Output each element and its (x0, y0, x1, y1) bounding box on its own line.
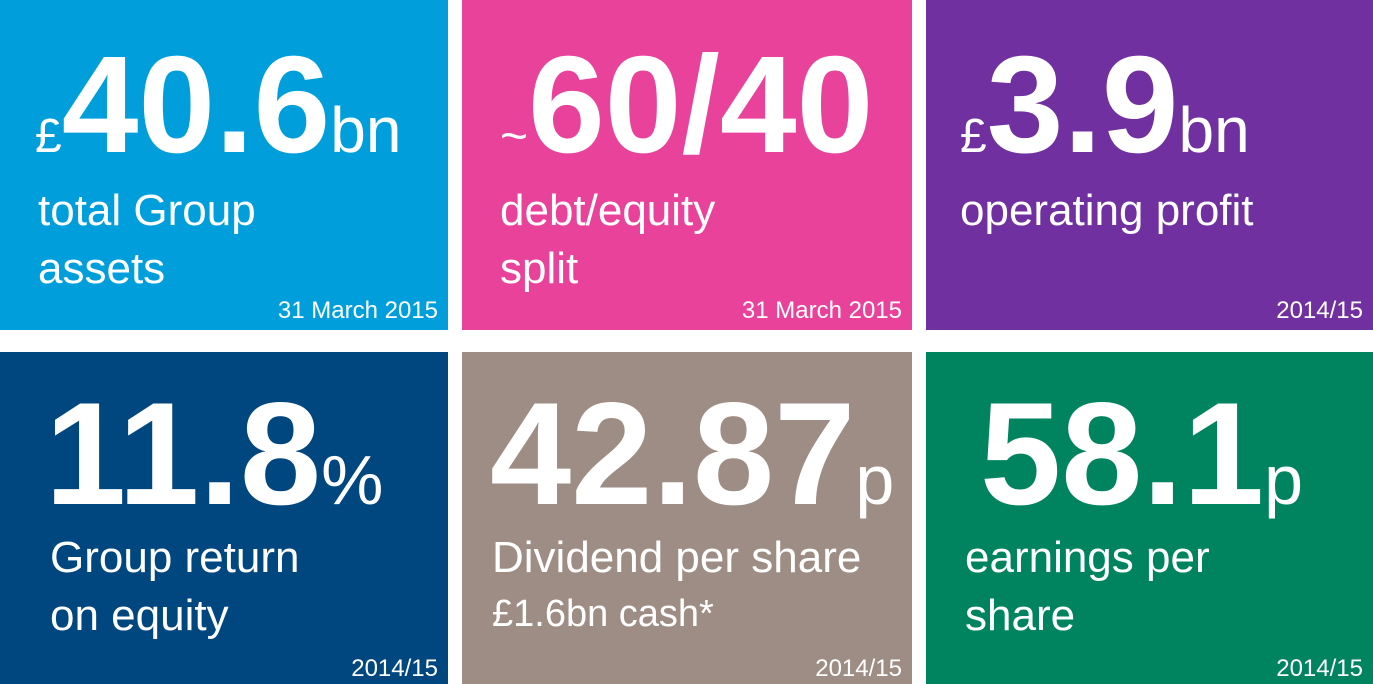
kpi-label: assets (38, 244, 165, 293)
kpi-figure: 42.87p (490, 372, 894, 535)
kpi-date: 2014/15 (1276, 297, 1363, 324)
kpi-date: 2014/15 (815, 655, 902, 682)
tile-background (462, 0, 912, 330)
kpi-label: £1.6bn cash* (492, 593, 714, 635)
kpi-label: share (965, 591, 1075, 640)
kpi-date: 31 March 2015 (742, 297, 902, 324)
kpi-date: 31 March 2015 (278, 297, 438, 324)
kpi-figure: £40.6bn (35, 28, 401, 182)
tile-background (462, 352, 912, 684)
kpi-figure: £3.9bn (960, 28, 1250, 182)
kpi-number: 3.9 (987, 28, 1179, 182)
kpi-number: 11.8 (45, 372, 321, 535)
kpi-suffix: p (855, 441, 894, 519)
tile-background (926, 352, 1373, 684)
kpi-figure: 11.8% (45, 372, 383, 535)
kpi-label: Group return (50, 533, 299, 582)
kpi-suffix: % (321, 441, 383, 519)
kpi-number: 42.87 (490, 372, 855, 535)
kpi-figure: ~60/40 (500, 28, 873, 182)
tile-background (0, 0, 448, 330)
kpi-label: earnings per (965, 533, 1210, 582)
kpi-date: 2014/15 (1276, 655, 1363, 682)
kpi-date: 2014/15 (351, 655, 438, 682)
kpi-prefix: £ (960, 110, 987, 163)
kpi-label: operating profit (960, 186, 1254, 235)
kpi-number: 40.6 (62, 28, 331, 182)
kpi-label: split (500, 244, 578, 293)
kpi-suffix: p (1264, 441, 1303, 519)
kpi-number: 60/40 (528, 28, 873, 182)
kpi-label: on equity (50, 591, 229, 640)
kpi-label: total Group (38, 186, 256, 235)
kpi-number: 58.1 (980, 372, 1264, 535)
tile-background (926, 0, 1373, 330)
kpi-prefix: £ (35, 110, 62, 163)
kpi-figure: 58.1p (980, 372, 1303, 535)
kpi-label: Dividend per share (492, 533, 861, 582)
tile-background (0, 352, 448, 684)
kpi-suffix: bn (1179, 94, 1250, 166)
kpi-prefix: ~ (500, 110, 528, 163)
kpi-label: debt/equity (500, 186, 715, 235)
kpi-suffix: bn (330, 94, 401, 166)
